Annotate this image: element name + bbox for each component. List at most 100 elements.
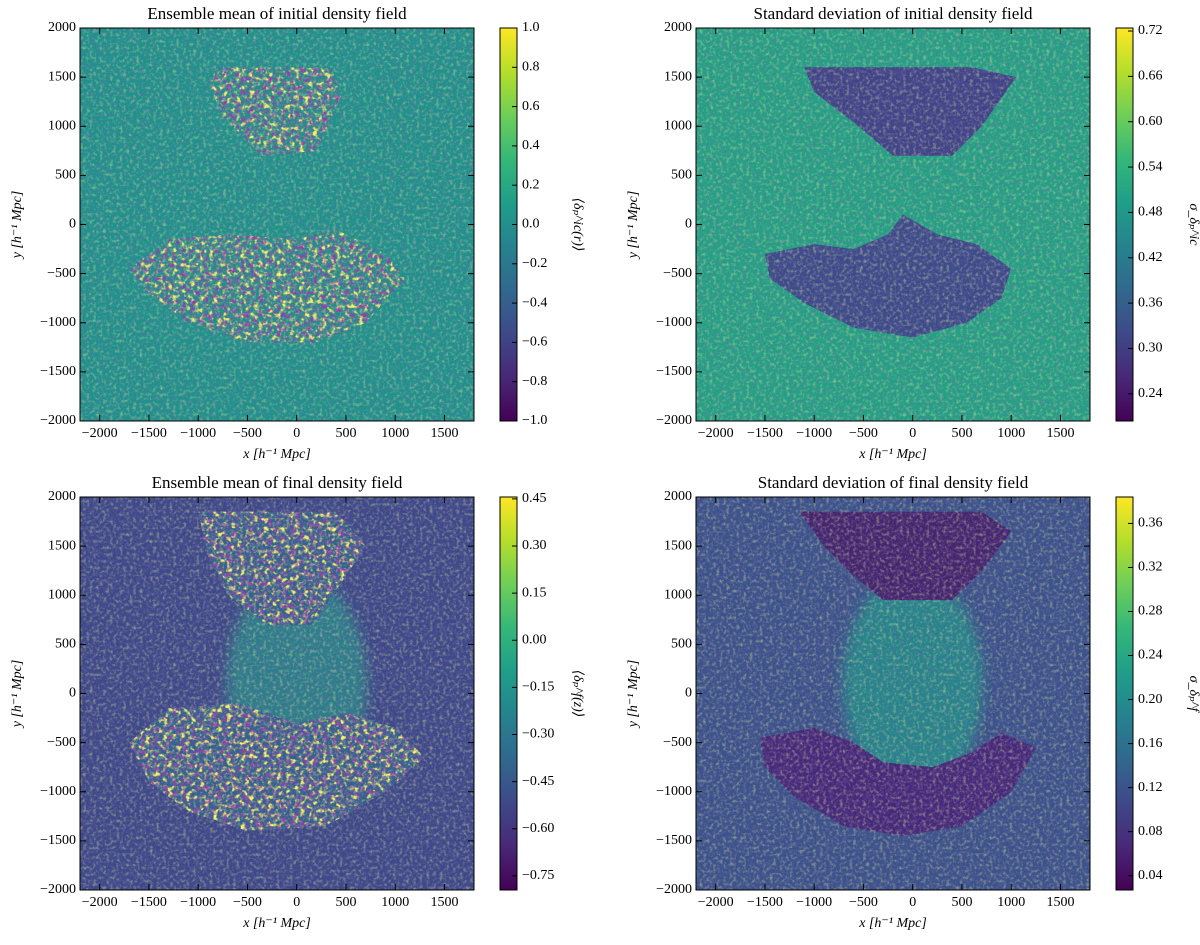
colorbar-tick-label: 0.08 — [1138, 824, 1163, 839]
colorbar-tick-label: 0.0 — [522, 217, 540, 232]
heatmap-field — [696, 497, 1090, 890]
x-tick-label: −500 — [849, 426, 878, 441]
colorbar-tick-label: 0.8 — [522, 60, 540, 75]
colorbar-tick-label: 0.28 — [1138, 604, 1163, 619]
x-tick-label: 500 — [951, 895, 972, 910]
x-tick-label: −500 — [849, 895, 878, 910]
x-tick-label: −500 — [233, 895, 262, 910]
x-tick-label: 0 — [293, 426, 300, 441]
panel: −2000 −1500 −1000 −500 0 500 1000 1500 −2000 −150… — [10, 473, 585, 931]
colorbar-tick-label: 0.30 — [522, 538, 547, 553]
x-tick-label: 1500 — [430, 895, 458, 910]
y-tick-label: 2000 — [664, 20, 692, 35]
y-tick-label: −1000 — [40, 315, 76, 330]
y-tick-label: 500 — [55, 637, 76, 652]
y-axis-label: y [h⁻¹ Mpc] — [626, 660, 641, 730]
x-tick-label: −2000 — [698, 895, 734, 910]
x-tick-label: 1000 — [381, 426, 409, 441]
x-tick-label: 0 — [909, 426, 916, 441]
y-axis-label: y [h⁻¹ Mpc] — [10, 660, 25, 730]
y-tick-label: 2000 — [664, 489, 692, 504]
colorbar-tick-label: 0.16 — [1138, 736, 1163, 751]
y-tick-label: 1500 — [48, 69, 76, 84]
x-tick-label: 0 — [293, 895, 300, 910]
x-tick-label: −1500 — [131, 895, 167, 910]
y-tick-label: −2000 — [656, 882, 692, 897]
colorbar-tick-label: 0.24 — [1138, 386, 1163, 401]
y-tick-label: 2000 — [48, 489, 76, 504]
y-tick-label: −2000 — [40, 413, 76, 428]
x-tick-label: −1000 — [796, 895, 832, 910]
colorbar-tick-label: −0.6 — [522, 335, 547, 350]
colorbar-tick-label: 0.54 — [1138, 159, 1163, 174]
x-tick-label: −2000 — [698, 426, 734, 441]
y-tick-label: 1000 — [664, 118, 692, 133]
x-tick-label: 1500 — [1046, 426, 1074, 441]
colorbar — [1116, 28, 1133, 421]
chart-title: Ensemble mean of final density field — [152, 473, 403, 492]
colorbar-tick-label: 0.12 — [1138, 780, 1163, 795]
x-tick-label: 1500 — [1046, 895, 1074, 910]
x-tick-label: −500 — [233, 426, 262, 441]
x-tick-label: 1500 — [430, 426, 458, 441]
y-axis-label: y [h⁻¹ Mpc] — [626, 191, 641, 261]
chart-title: Ensemble mean of initial density field — [147, 4, 407, 23]
y-tick-label: 1000 — [48, 118, 76, 133]
colorbar-tick-label: 0.32 — [1138, 560, 1163, 575]
y-tick-label: 500 — [55, 168, 76, 183]
colorbar — [500, 28, 517, 421]
colorbar-tick-label: −0.60 — [522, 821, 554, 836]
colorbar-frame — [1115, 27, 1134, 422]
y-tick-label: −500 — [663, 735, 692, 750]
panel: −2000 −1500 −1000 −500 0 500 1000 1500 −2000 −150… — [10, 4, 585, 462]
field-noise — [80, 497, 474, 890]
colorbar-tick-label: −0.2 — [522, 256, 547, 271]
colorbar — [500, 497, 517, 890]
x-tick-label: 1000 — [997, 895, 1025, 910]
colorbar-tick-label: 0.04 — [1138, 868, 1163, 883]
colorbar-label: ⟨δₚ^ic(r)⟩ — [570, 198, 585, 252]
y-tick-label: −2000 — [40, 882, 76, 897]
y-tick-label: 0 — [69, 217, 76, 232]
x-tick-label: 500 — [335, 426, 356, 441]
x-axis-label: x [h⁻¹ Mpc] — [858, 447, 927, 462]
y-tick-label: −500 — [47, 266, 76, 281]
heatmap-field — [80, 497, 474, 890]
field-noise — [80, 28, 474, 421]
x-axis-label: x [h⁻¹ Mpc] — [858, 916, 927, 931]
colorbar-tick-label: −0.4 — [522, 295, 547, 310]
x-axis-label: x [h⁻¹ Mpc] — [242, 447, 311, 462]
colorbar-tick-label: −0.8 — [522, 374, 547, 389]
colorbar-tick-label: 0.66 — [1138, 69, 1163, 84]
colorbar-tick-label: 0.24 — [1138, 648, 1163, 663]
y-tick-label: −2000 — [656, 413, 692, 428]
y-tick-label: 0 — [69, 686, 76, 701]
colorbar-tick-label: 0.60 — [1138, 114, 1163, 129]
y-tick-label: −500 — [663, 266, 692, 281]
y-tick-label: 500 — [671, 168, 692, 183]
colorbar-tick-label: 0.72 — [1138, 23, 1163, 38]
x-tick-label: 1000 — [997, 426, 1025, 441]
colorbar-tick-label: 0.36 — [1138, 516, 1163, 531]
y-tick-label: 1500 — [664, 69, 692, 84]
colorbar-tick-label: −0.75 — [522, 868, 554, 883]
y-tick-label: 1000 — [664, 587, 692, 602]
x-tick-label: −1000 — [180, 895, 216, 910]
colorbar-tick-label: −1.0 — [522, 413, 547, 428]
y-tick-label: −1000 — [656, 315, 692, 330]
y-tick-label: 0 — [685, 686, 692, 701]
y-tick-label: 2000 — [48, 20, 76, 35]
y-tick-label: 1500 — [664, 538, 692, 553]
y-tick-label: −1500 — [40, 833, 76, 848]
colorbar-label: σ_δₚ^f — [1186, 676, 1200, 714]
heatmap-field — [696, 28, 1090, 421]
x-tick-label: −1500 — [131, 426, 167, 441]
y-tick-label: 500 — [671, 637, 692, 652]
field-noise — [696, 28, 1090, 421]
x-tick-label: 500 — [951, 426, 972, 441]
colorbar-tick-label: 0.20 — [1138, 692, 1163, 707]
x-tick-label: 1000 — [381, 895, 409, 910]
y-tick-label: 1000 — [48, 587, 76, 602]
colorbar-frame — [499, 496, 518, 891]
